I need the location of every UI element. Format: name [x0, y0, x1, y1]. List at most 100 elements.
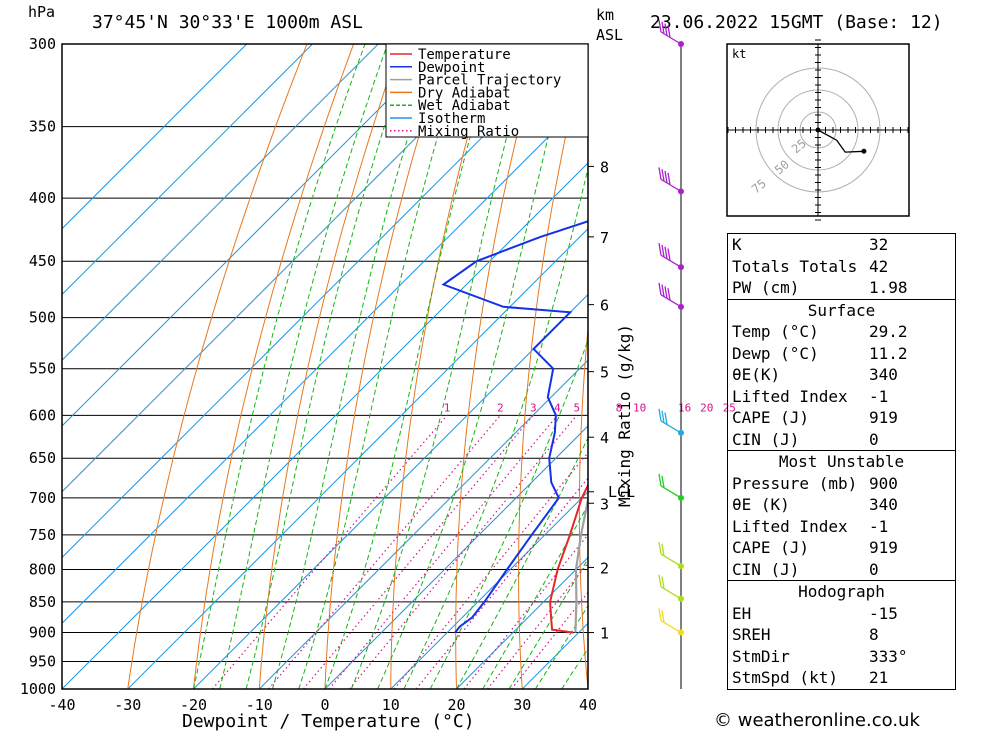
wind-barb-flag-395-1 [661, 169, 665, 182]
isotherm--110 [62, 44, 248, 230]
pressure-tick-450: 450 [29, 252, 56, 270]
legend-label-mixing-ratio: Mixing Ratio [418, 124, 519, 140]
temperature-tick--40: -40 [48, 696, 75, 714]
wind-barb-flag-620-1 [661, 410, 665, 423]
wind-barb-395 [658, 167, 684, 195]
hodograph-unit: kt [732, 47, 746, 61]
index-value: 32 [869, 235, 889, 254]
title-datetime: 23.06.2022 15GMT (Base: 12) [650, 12, 943, 33]
hodograph-point-0 [815, 127, 821, 133]
surface-index-label: CAPE (J) [732, 408, 810, 427]
x-axis-title: Dewpoint / Temperature (°C) [182, 711, 475, 732]
lcl-label: LCL [608, 483, 635, 501]
legend-label-dewpoint: Dewpoint [418, 60, 485, 76]
wet-adiabat-20 [456, 436, 588, 689]
most-unstable-index-label: CAPE (J) [732, 538, 810, 557]
labels-layer: 3003504004505005506006507007508008509009… [20, 35, 736, 714]
index-label: Totals Totals [732, 256, 858, 276]
km-tick-2: 2 [600, 559, 609, 577]
isotherm--10 [258, 359, 588, 689]
surface-index-value: 11.2 [869, 343, 908, 363]
wet-adiabat--12 [245, 44, 412, 689]
grid-layer [62, 44, 680, 689]
isotherm--60 [62, 44, 576, 559]
wind-barb-shaft-395 [660, 178, 682, 192]
temperature-tick--30: -30 [114, 696, 141, 714]
most-unstable-index-value: 900 [869, 473, 898, 493]
hodograph-index-label: SREH [732, 625, 771, 644]
km-tick-1: 1 [600, 625, 609, 643]
mixing-ratio-label-1: 1 [444, 401, 451, 414]
mixing-ratio-line-3 [302, 414, 534, 689]
plot-frame [61, 43, 589, 690]
wind-barb-flag-300-2 [664, 23, 668, 36]
mixing-ratio-line-2 [268, 414, 501, 689]
most-unstable-index-label: Lifted Index [732, 516, 848, 536]
mixing-ratio-line-8 [393, 451, 588, 689]
legend-box [385, 43, 589, 138]
isotherm--40 [62, 162, 588, 689]
wet-adiabat--8 [271, 44, 438, 689]
wind-barb-flag-620-0 [658, 408, 662, 422]
pressure-tick-300: 300 [29, 35, 56, 53]
wind-barb-dot-900 [678, 629, 684, 636]
y-axis-unit: hPa [28, 3, 55, 21]
wet-adiabat-0 [324, 44, 498, 689]
hodograph-header: Hodograph [728, 580, 955, 603]
isotherm--20 [193, 293, 588, 689]
dry-adiabat--20 [193, 44, 355, 689]
surface-index-value: 919 [869, 408, 898, 427]
pressure-tick-1000: 1000 [20, 680, 56, 698]
km-tick-8: 8 [600, 158, 609, 176]
title-location: 37°45'N 30°33'E 1000m ASL [92, 12, 363, 33]
km-tick-5: 5 [600, 364, 609, 382]
wind-barb-dot-845 [678, 595, 684, 602]
most-unstable-index-label: CIN (J) [732, 559, 800, 579]
wet-adiabat-4 [350, 44, 533, 689]
wet-adiabat-8 [377, 44, 573, 689]
wind-barb-flag-395-0 [658, 167, 662, 180]
wind-barb-shaft-700 [660, 485, 682, 499]
wind-barb-flag-300-3 [667, 25, 671, 38]
wet-adiabat-24 [482, 503, 588, 689]
wet-adiabat--4 [298, 44, 466, 689]
index-row: Totals Totals 42 [728, 256, 955, 278]
wind-barb-490 [658, 282, 684, 310]
isotherm--70 [62, 44, 511, 493]
wind-barb-dot-795 [678, 563, 684, 570]
pressure-tick-750: 750 [29, 526, 56, 544]
wet-adiabat-12 [403, 166, 588, 689]
copyright[interactable]: © weatheronline.co.uk [714, 710, 920, 731]
surface-index-row: Temp (°C) 29.2 [728, 321, 955, 343]
hodograph-index-row: StmSpd (kt) 21 [728, 667, 955, 689]
wind-barb-300 [658, 19, 684, 47]
surface-index-row: CIN (J) 0 [728, 429, 955, 451]
isotherm-0 [324, 425, 588, 689]
dry-adiabat-30 [518, 44, 588, 689]
surface-index-label: CIN (J) [732, 429, 800, 449]
index-label: PW (cm) [732, 278, 800, 297]
wind-barb-dot-490 [678, 303, 684, 310]
legend-label-parcel-trajectory: Parcel Trajectory [418, 73, 561, 89]
surface-index-row: Dewp (°C) 11.2 [728, 343, 955, 365]
hodograph-index-value: 21 [869, 668, 889, 687]
wind-barb-shaft-490 [660, 294, 682, 308]
km-tick-6: 6 [600, 297, 609, 315]
pressure-tick-400: 400 [29, 189, 56, 207]
legend-label-isotherm: Isotherm [418, 111, 485, 127]
wind-barb-dot-455 [678, 264, 684, 271]
km-unit-label: km [596, 6, 614, 24]
hodograph-index-row: SREH 8 [728, 624, 955, 646]
mixing-ratio-label-4: 4 [554, 401, 561, 414]
mixing-ratio-line-16 [463, 533, 588, 689]
mixing-ratio-label-2: 2 [497, 401, 504, 414]
mixing-ratio-label-5: 5 [573, 401, 580, 414]
hodograph-index-label: StmDir [732, 646, 790, 666]
most-unstable-index-row: Pressure (mb) 900 [728, 473, 955, 495]
pressure-tick-700: 700 [29, 489, 56, 507]
dry-adiabat-50 [638, 44, 680, 689]
dry-adiabat--30 [127, 44, 308, 689]
